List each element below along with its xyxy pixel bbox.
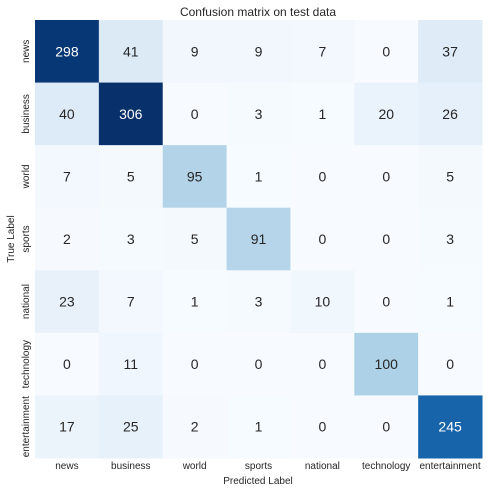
- cell-value-label: 41: [123, 43, 139, 59]
- x-tick-label: business: [111, 461, 150, 472]
- cell-value-label: 25: [123, 419, 139, 435]
- y-tick-label: sports: [21, 225, 32, 252]
- cell-value-label: 3: [255, 294, 263, 310]
- y-tick-label: national: [21, 284, 32, 319]
- cell-value-label: 1: [255, 168, 263, 184]
- cell-value-label: 17: [59, 419, 75, 435]
- cell-value-label: 306: [119, 106, 143, 122]
- cell-value-label: 0: [318, 168, 326, 184]
- y-tick-label: entertainment: [21, 396, 32, 457]
- cell-value-label: 0: [382, 43, 390, 59]
- y-tick-label: world: [21, 164, 32, 189]
- cell-value-label: 0: [382, 294, 390, 310]
- x-tick-label: national: [305, 461, 340, 472]
- x-tick-label: technology: [362, 461, 410, 472]
- cell-value-label: 1: [318, 106, 326, 122]
- cell-value-label: 3: [127, 231, 135, 247]
- cell-value-label: 0: [255, 356, 263, 372]
- x-tick-label: sports: [245, 461, 272, 472]
- y-tick-label: news: [21, 40, 32, 63]
- cell-value-label: 11: [124, 356, 139, 372]
- cell-value-label: 95: [187, 168, 203, 184]
- cell-value-label: 5: [127, 168, 135, 184]
- cell-value-label: 7: [63, 168, 71, 184]
- y-tick-label: technology: [21, 340, 32, 388]
- cell-value-label: 298: [55, 43, 79, 59]
- cell-value-label: 1: [191, 294, 199, 310]
- cell-value-label: 0: [63, 356, 71, 372]
- cell-value-label: 5: [446, 168, 454, 184]
- y-axis-label: True Label: [6, 215, 17, 262]
- cell-value-label: 20: [378, 106, 394, 122]
- cell-value-label: 10: [315, 294, 331, 310]
- cell-value-label: 2: [191, 419, 199, 435]
- cell-value-label: 1: [255, 419, 263, 435]
- cell-value-label: 0: [382, 168, 390, 184]
- cell-value-label: 100: [375, 356, 399, 372]
- cell-value-label: 9: [191, 43, 199, 59]
- cell-value-label: 7: [318, 43, 326, 59]
- cell-value-label: 1: [446, 294, 454, 310]
- cell-value-label: 91: [251, 231, 267, 247]
- cell-value-label: 5: [191, 231, 199, 247]
- cell-value-label: 23: [59, 294, 75, 310]
- y-tick-label: business: [21, 94, 32, 133]
- cell-value-label: 245: [438, 419, 462, 435]
- cell-value-label: 0: [318, 419, 326, 435]
- cell-value-label: 3: [255, 106, 263, 122]
- cell-value-label: 3: [446, 231, 454, 247]
- chart-title: Confusion matrix on test data: [180, 5, 336, 19]
- x-tick-label: world: [182, 461, 207, 472]
- cell-value-label: 0: [191, 106, 199, 122]
- y-tick-labels: news business world sports national technolog…: [21, 40, 32, 458]
- cell-value-label: 7: [127, 294, 135, 310]
- cell-value-label: 0: [382, 419, 390, 435]
- cell-value-label: 37: [442, 43, 458, 59]
- cell-value-label: 0: [318, 231, 326, 247]
- x-tick-label: entertainment: [420, 461, 481, 472]
- x-axis-label: Predicted Label: [223, 476, 293, 487]
- x-tick-label: news: [55, 461, 78, 472]
- cell-value-label: 0: [382, 231, 390, 247]
- cell-value-label: 0: [446, 356, 454, 372]
- cell-value-label: 0: [191, 356, 199, 372]
- cell-value-label: 0: [318, 356, 326, 372]
- cell-value-label: 26: [442, 106, 458, 122]
- x-tick-labels: news business world sports national technolog…: [55, 461, 481, 472]
- cell-value-label: 9: [255, 43, 263, 59]
- cell-value-label: 40: [59, 106, 75, 122]
- cell-value-label: 2: [63, 231, 71, 247]
